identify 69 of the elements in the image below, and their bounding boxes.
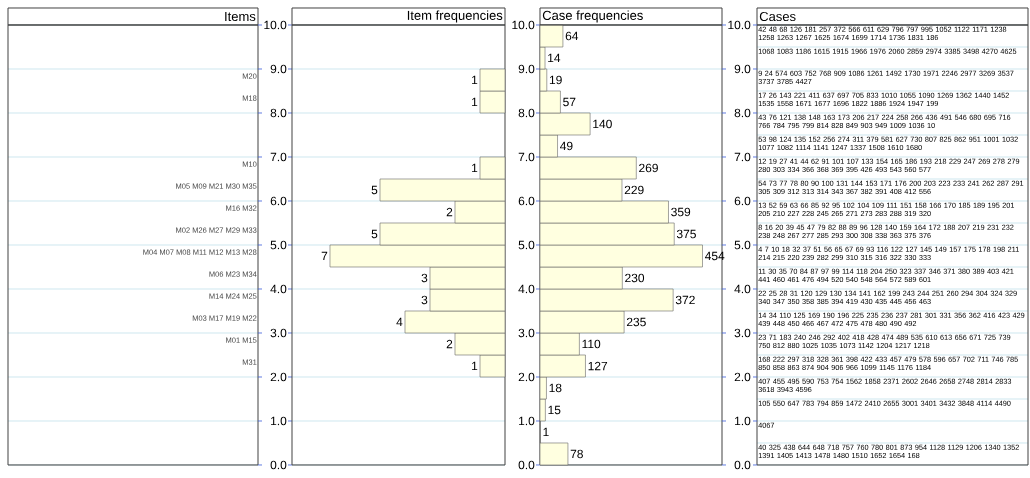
data-label: 19 <box>549 75 562 85</box>
y-tick-label: 1.0 <box>519 416 535 426</box>
y-tick-label: 6.0 <box>270 196 287 206</box>
data-label: 359 <box>671 207 691 217</box>
y-tick-label: 4.0 <box>518 284 535 294</box>
data-label: 2 <box>446 339 453 349</box>
y2-tick-label: 2.0 <box>734 372 751 382</box>
y-tick-label: 2.0 <box>518 372 535 382</box>
y-tick-label: 8.0 <box>270 108 287 118</box>
data-label: 7 <box>321 251 328 261</box>
data-label: 1 <box>472 361 478 371</box>
data-label: 78 <box>570 449 583 459</box>
y-tick-label: 4.0 <box>270 284 287 294</box>
data-label: 372 <box>675 295 695 305</box>
data-label: 127 <box>588 361 608 371</box>
data-label: 140 <box>593 119 612 129</box>
data-label: 269 <box>639 163 658 173</box>
data-label: 3 <box>421 273 428 283</box>
y2-tick-label: 0.0 <box>734 460 751 470</box>
data-label: 49 <box>560 141 573 151</box>
y-tick-label: 2.0 <box>270 372 287 382</box>
y-tick-label: 1.0 <box>271 416 287 426</box>
y-tick-label: 6.0 <box>518 196 535 206</box>
text: Items <box>225 11 256 22</box>
y-tick-label: 10.0 <box>264 20 287 30</box>
y-tick-label: 5.0 <box>518 240 535 250</box>
y2-tick-label: 1.0 <box>735 416 751 426</box>
y2-tick-label: 9.0 <box>734 64 751 74</box>
data-label: 110 <box>582 339 601 349</box>
y2-tick-label: 5.0 <box>734 240 751 250</box>
text: Cases <box>759 11 796 22</box>
data-label: 57 <box>563 97 576 107</box>
y-tick-label: 7.0 <box>270 152 287 162</box>
data-label: 5 <box>371 185 378 195</box>
y-tick-label: 10.0 <box>512 20 535 30</box>
data-label: 229 <box>624 185 644 195</box>
y2-tick-label: 6.0 <box>734 196 751 206</box>
data-label: 5 <box>371 229 378 239</box>
data-label: 230 <box>625 273 645 283</box>
y-tick-label: 0.0 <box>270 460 287 470</box>
y-tick-label: 3.0 <box>270 328 287 338</box>
y2-tick-label: 8.0 <box>734 108 751 118</box>
data-label: 15 <box>548 405 561 415</box>
data-label: 18 <box>549 383 562 393</box>
data-label: 14 <box>548 53 561 63</box>
y-tick-label: 9.0 <box>518 64 535 74</box>
y2-tick-label: 3.0 <box>734 328 751 338</box>
data-label: 1 <box>543 427 549 437</box>
data-label: 235 <box>626 317 646 327</box>
chart-title: Item frequencies <box>407 10 503 23</box>
y-tick-label: 8.0 <box>518 108 535 118</box>
y2-tick-label: 4.0 <box>734 284 751 294</box>
data-label: 2 <box>446 207 453 217</box>
y-tick-label: 0.0 <box>518 460 535 470</box>
data-label: 3 <box>421 295 428 305</box>
y-tick-label: 7.0 <box>518 152 535 162</box>
y-tick-label: 5.0 <box>270 240 287 250</box>
y-tick-label: 3.0 <box>518 328 535 338</box>
data-label: 375 <box>676 229 696 239</box>
y2-tick-label: 10.0 <box>728 20 751 30</box>
y-tick-label: 9.0 <box>270 64 287 74</box>
y2-tick-label: 7.0 <box>734 152 751 162</box>
data-label: 454 <box>704 251 725 261</box>
data-label: 4 <box>396 317 403 327</box>
data-label: 1 <box>472 163 478 173</box>
data-label: 1 <box>472 75 478 85</box>
chart-title: Case frequencies <box>542 10 643 23</box>
data-label: 1 <box>472 97 478 107</box>
data-label: 64 <box>565 31 579 41</box>
